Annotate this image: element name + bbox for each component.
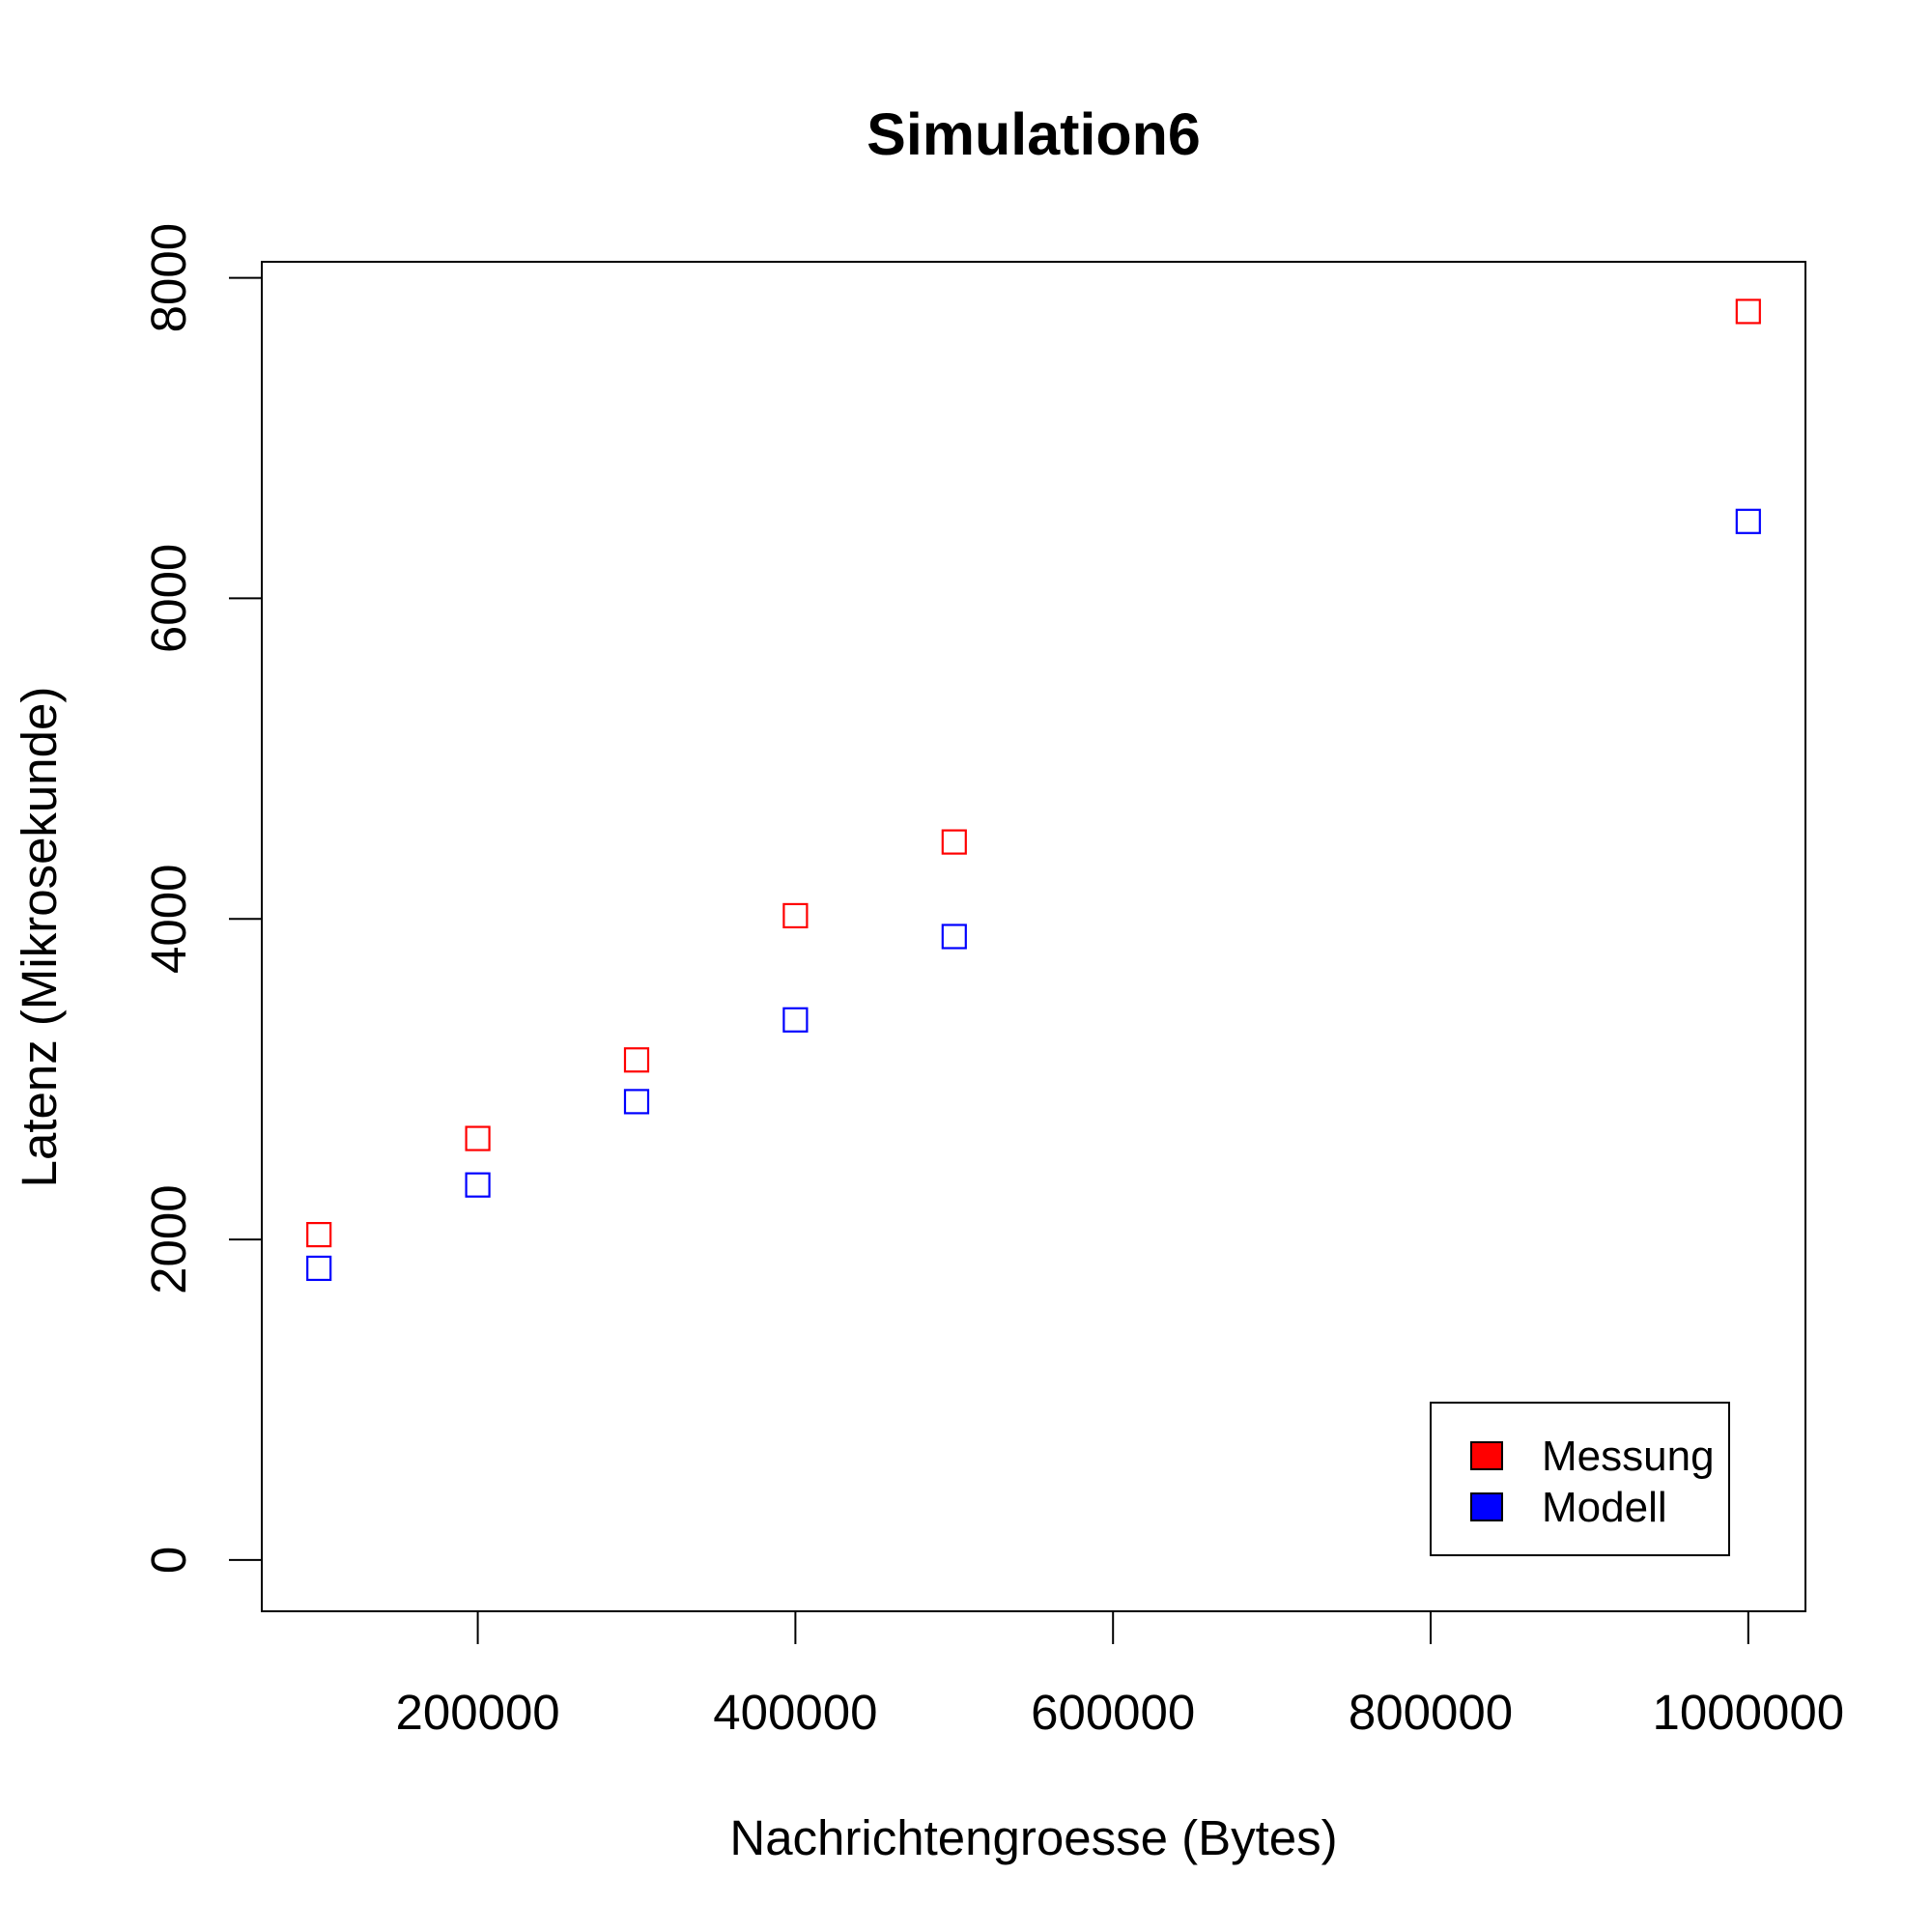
x-tick-label: 600000 <box>1031 1685 1195 1740</box>
legend-label-modell: Modell <box>1542 1484 1667 1531</box>
point-messung <box>941 829 967 855</box>
y-tick-label: 0 <box>141 1547 196 1574</box>
x-axis: 200000 400000 600000 800000 1000000 <box>395 1610 1845 1740</box>
x-tick-label: 200000 <box>395 1685 559 1740</box>
point-modell <box>941 923 967 950</box>
legend-swatch-modell <box>1470 1492 1503 1521</box>
y-tick-label: 8000 <box>141 223 196 332</box>
x-tick-label: 800000 <box>1349 1685 1513 1740</box>
point-messung <box>782 902 809 929</box>
x-axis-label: Nachrichtengroesse (Bytes) <box>729 1810 1337 1865</box>
point-modell <box>623 1089 650 1115</box>
legend-label-messung: Messung <box>1542 1433 1715 1480</box>
x-tick-label: 1000000 <box>1653 1685 1845 1740</box>
legend-swatch-messung <box>1470 1441 1503 1470</box>
x-tick-label: 400000 <box>713 1685 877 1740</box>
y-tick-label: 4000 <box>141 865 196 974</box>
point-messung <box>1735 298 1761 325</box>
point-modell <box>465 1172 491 1198</box>
point-modell <box>1735 508 1761 534</box>
point-modell <box>306 1255 332 1282</box>
data-points <box>306 298 1761 1282</box>
legend-box <box>1430 1402 1730 1556</box>
chart-title: Simulation6 <box>867 101 1201 167</box>
point-messung <box>465 1125 491 1151</box>
y-tick-label: 6000 <box>141 544 196 653</box>
point-messung <box>306 1222 332 1248</box>
point-modell <box>782 1007 809 1033</box>
y-tick-label: 2000 <box>141 1184 196 1293</box>
y-axis-label: Latenz (Mikrosekunde) <box>12 687 67 1188</box>
y-axis: 0 2000 4000 6000 8000 <box>141 223 263 1574</box>
point-messung <box>623 1047 650 1073</box>
